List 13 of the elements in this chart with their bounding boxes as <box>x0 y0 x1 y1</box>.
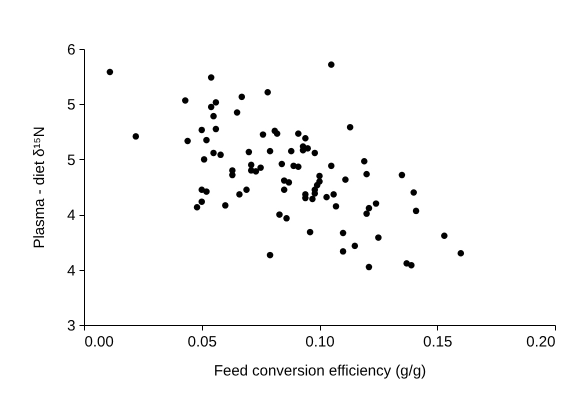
x-tick-label: 0.00 <box>84 334 114 350</box>
y-tick-label: 6 <box>67 42 76 58</box>
x-tick-label: 0.10 <box>305 334 335 350</box>
y-tick-label: 4 <box>67 262 76 280</box>
y-tick-label: 5 <box>67 152 76 169</box>
y-tick-label: 4 <box>67 207 76 224</box>
y-axis-title: Plasma - diet δ¹⁵N <box>31 126 48 249</box>
y-tick-label: 5 <box>67 96 76 114</box>
x-tick-label: 0.20 <box>526 334 556 350</box>
x-tick-label: 0.15 <box>423 334 452 350</box>
y-tick-label: 3 <box>67 318 76 334</box>
x-tick-label: 0.05 <box>188 334 217 350</box>
x-axis-title: Feed conversion efficiency (g/g) <box>214 362 426 380</box>
